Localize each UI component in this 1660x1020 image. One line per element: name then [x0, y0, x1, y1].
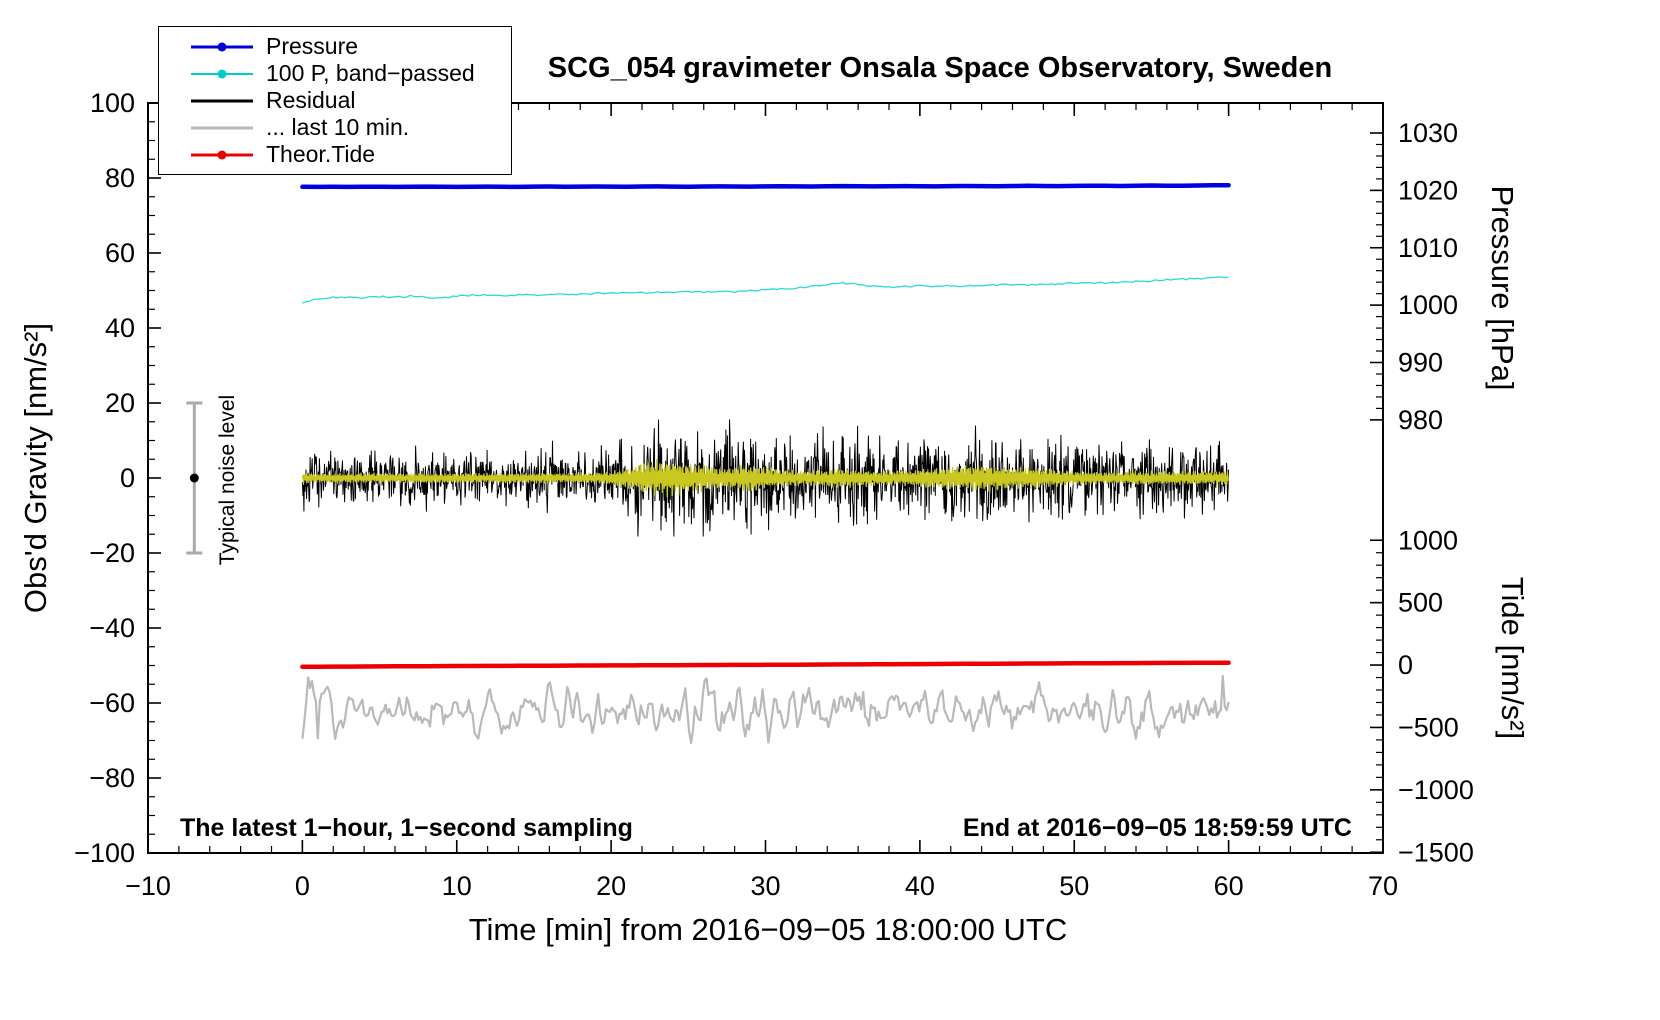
x-tick-label: 30: [750, 871, 780, 901]
legend-dot-icon: [217, 42, 227, 51]
tide-tick-label: −500: [1398, 712, 1459, 742]
y-left-tick-label: −40: [89, 613, 135, 643]
x-tick-label: 20: [596, 871, 626, 901]
x-tick-label: 50: [1059, 871, 1089, 901]
legend-line-sample: [191, 99, 253, 102]
x-tick-label: 70: [1368, 871, 1398, 901]
y-left-tick-label: 60: [105, 238, 135, 268]
legend: Pressure 100 P, band−passed Residual... la…: [158, 26, 512, 175]
y-left-tick-label: 100: [90, 88, 135, 118]
x-axis-label: Time [min] from 2016−09−05 18:00:00 UTC: [468, 912, 1068, 947]
tide-tick-label: −1500: [1398, 837, 1474, 867]
chart-title: SCG_054 gravimeter Onsala Space Observat…: [547, 52, 1333, 84]
pressure-tick-label: 1030: [1398, 118, 1458, 148]
legend-item-pressure: Pressure: [159, 33, 511, 60]
y-right-tide-axis-label: Tide [nm/s²]: [1495, 576, 1530, 740]
pressure-tick-label: 990: [1398, 348, 1443, 378]
theor-tide-series-line: [300, 660, 1231, 670]
x-tick-label: −10: [125, 871, 171, 901]
pressure-line-marker-icon: [191, 41, 253, 52]
legend-dot-icon: [217, 150, 227, 159]
residual-line-marker-icon: [191, 95, 253, 106]
legend-label: 100 P, band−passed: [266, 60, 475, 86]
y-left-tick-label: 40: [105, 313, 135, 343]
y-right-pressure-axis-label: Pressure [hPa]: [1485, 185, 1520, 391]
legend-label: Residual: [266, 87, 356, 113]
x-tick-label: 40: [905, 871, 935, 901]
y-left-tick-label: 20: [105, 388, 135, 418]
legend-label: ... last 10 min.: [266, 114, 410, 140]
x-tick-label: 60: [1214, 871, 1244, 901]
legend-item-last-10-min: ... last 10 min.: [159, 114, 511, 141]
pressure-tick-label: 1000: [1398, 290, 1458, 320]
legend-item-residual: Residual: [159, 87, 511, 114]
100-p-band-passed-line-marker-icon: [191, 68, 253, 79]
pressure-series-line: [300, 182, 1231, 190]
residual-bandpassed-series-line: [301, 459, 1230, 498]
legend-item-100-p-band-passed: 100 P, band−passed: [159, 60, 511, 87]
y-left-tick-label: −100: [74, 838, 135, 868]
tide-tick-label: 500: [1398, 588, 1443, 618]
tide-tick-label: 1000: [1398, 525, 1458, 555]
sampling-note: The latest 1−hour, 1−second sampling: [180, 814, 633, 842]
last-10-min-series-line: [301, 674, 1230, 745]
noise-level-label: Typical noise level: [216, 394, 239, 566]
legend-label: Pressure: [266, 33, 359, 59]
y-left-tick-label: −80: [89, 763, 135, 793]
legend-line-sample: [191, 126, 253, 129]
x-tick-label: 10: [442, 871, 472, 901]
y-left-tick-label: 0: [120, 463, 135, 493]
tide-tick-label: −1000: [1398, 775, 1474, 805]
y-left-tick-label: −20: [89, 538, 135, 568]
y-left-tick-label: 80: [105, 163, 135, 193]
y-left-tick-label: −60: [89, 688, 135, 718]
last-10-min-line-marker-icon: [191, 122, 253, 133]
noise-errorbar-dot: [189, 473, 199, 483]
x-tick-label: 0: [295, 871, 310, 901]
theor-tide-line-marker-icon: [191, 149, 253, 160]
tide-tick-label: 0: [1398, 650, 1413, 680]
end-time-note: End at 2016−09−05 18:59:59 UTC: [962, 814, 1352, 842]
pressure-tick-label: 980: [1398, 405, 1443, 435]
pressure-bandpassed-series-line: [302, 276, 1229, 304]
legend-label: Theor.Tide: [266, 141, 376, 167]
pressure-tick-label: 1020: [1398, 175, 1458, 205]
legend-dot-icon: [217, 69, 227, 78]
legend-item-theor-tide: Theor.Tide: [159, 141, 511, 168]
y-left-axis-label: Obs'd Gravity [nm/s²]: [18, 322, 53, 614]
pressure-tick-label: 1010: [1398, 233, 1458, 263]
